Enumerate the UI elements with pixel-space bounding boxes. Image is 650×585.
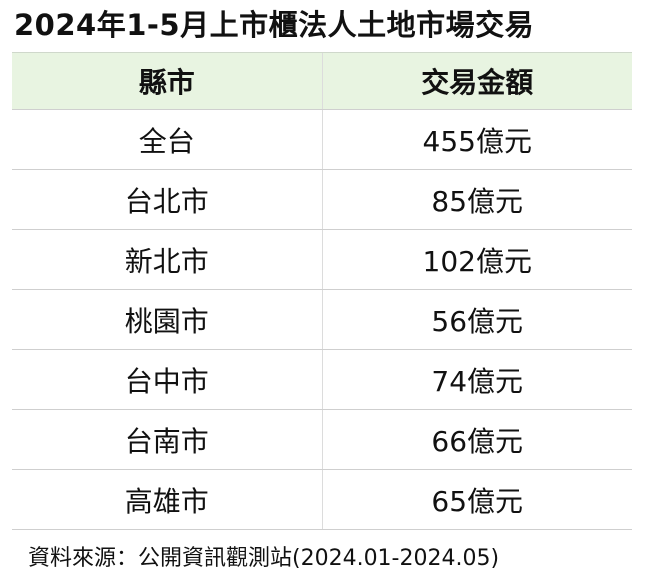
table-row: 桃園市 56億元: [12, 289, 632, 350]
county-cell: 桃園市: [12, 289, 322, 350]
data-table: 縣市 交易金額 全台 455億元 台北市 85億元 新北市 102億元 桃園市 56億元 台中市 7…: [12, 52, 632, 530]
header-cell: 縣市: [12, 52, 322, 110]
county-cell: 台南市: [12, 409, 322, 470]
county-cell: 高雄市: [12, 469, 322, 530]
header-row: 縣市 交易金額: [12, 52, 632, 110]
county-cell: 全台: [12, 109, 322, 170]
amount-cell: 56億元: [321, 289, 632, 350]
county-cell: 台北市: [12, 169, 322, 230]
amount-cell: 66億元: [321, 409, 632, 470]
table-row: 台北市 85億元: [12, 169, 632, 230]
county-cell: 新北市: [12, 229, 322, 290]
header-cell: 交易金額: [321, 52, 632, 110]
table-body: 全台 455億元 台北市 85億元 新北市 102億元 桃園市 56億元 台中市 74億元 台南市 6…: [12, 109, 632, 530]
title: 2024年1-5月上市櫃法人土地市場交易: [14, 8, 535, 42]
amount-cell: 65億元: [321, 469, 632, 530]
amount-cell: 74億元: [321, 349, 632, 410]
table-row: 高雄市 65億元: [12, 469, 632, 530]
source-note: 資料來源：公開資訊觀測站(2024.01-2024.05): [28, 546, 500, 571]
table-row: 全台 455億元: [12, 109, 632, 170]
table-row: 台中市 74億元: [12, 349, 632, 410]
table-row: 台南市 66億元: [12, 409, 632, 470]
table-row: 新北市 102億元: [12, 229, 632, 290]
amount-cell: 102億元: [321, 229, 632, 290]
amount-cell: 85億元: [321, 169, 632, 230]
county-cell: 台中市: [12, 349, 322, 410]
amount-cell: 455億元: [321, 109, 632, 170]
